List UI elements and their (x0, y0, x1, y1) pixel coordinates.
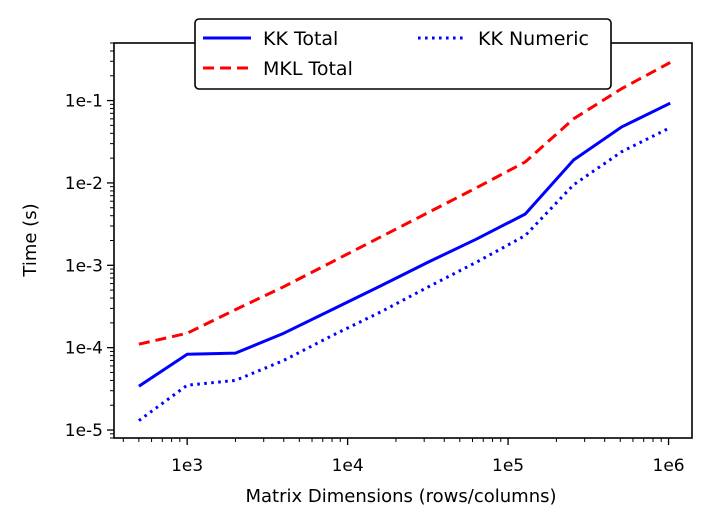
plot-area (138, 61, 671, 422)
y-axis-label: Time (s) (20, 203, 41, 277)
y-tick-label: 1e-4 (65, 339, 103, 359)
x-axis: 1e3 1e4 1e5 1e6 (122, 438, 685, 476)
legend: KK Total KK Numeric MKL Total (194, 18, 612, 90)
legend-box (194, 18, 612, 90)
x-tick-label: 1e5 (492, 456, 524, 476)
x-tick-label: 1e4 (332, 456, 364, 476)
x-axis-label: Matrix Dimensions (rows/columns) (245, 486, 556, 507)
y-tick-label: 1e-3 (65, 256, 103, 276)
x-tick-label: 1e3 (171, 456, 203, 476)
legend-label-mkl-total: MKL Total (263, 58, 353, 80)
y-axis: 1e-5 1e-4 1e-3 1e-2 1e-1 (65, 42, 114, 441)
y-tick-label: 1e-1 (65, 92, 103, 112)
y-tick-label: 1e-5 (65, 421, 103, 441)
plot-frame (113, 42, 693, 439)
y-tick-label: 1e-2 (65, 174, 103, 194)
legend-label-kk-numeric: KK Numeric (478, 28, 589, 50)
series-line-kk-numeric (138, 126, 671, 422)
x-tick-label: 1e6 (653, 456, 685, 476)
series-line-mkl-total (138, 61, 671, 346)
series-line-kk-total (138, 101, 671, 388)
legend-label-kk-total: KK Total (263, 28, 338, 50)
